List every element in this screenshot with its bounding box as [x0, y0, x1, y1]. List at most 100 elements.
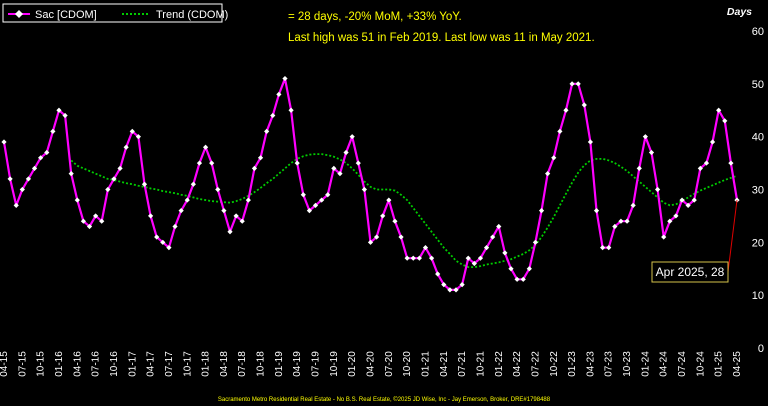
sac-point: [270, 112, 276, 119]
sac-point: [184, 197, 190, 203]
sac-point: [667, 218, 673, 224]
sac-point: [319, 197, 325, 203]
sac-point: [343, 149, 349, 156]
sac-point: [709, 139, 716, 145]
x-tick-label: 01-17: [127, 351, 138, 377]
y-tick-label: 10: [752, 290, 764, 302]
sac-point: [135, 134, 141, 140]
x-tick-label: 10-20: [402, 351, 413, 377]
sac-point: [673, 213, 679, 219]
x-tick-label: 07-15: [17, 351, 28, 377]
y-tick-label: 30: [752, 185, 764, 197]
sac-point: [239, 218, 245, 224]
x-tick-label: 07-17: [164, 351, 175, 377]
sac-point: [435, 271, 441, 277]
sac-point: [312, 202, 319, 208]
x-tick-label: 01-25: [714, 351, 725, 377]
x-tick-label: 04-19: [292, 351, 303, 377]
sac-point: [404, 255, 410, 261]
x-tick-label: 04-25: [732, 351, 743, 377]
x-tick-label: 04-17: [146, 351, 157, 377]
sac-point: [532, 239, 539, 245]
x-tick-label: 04-23: [585, 351, 596, 377]
sac-point: [44, 149, 50, 156]
sac-point: [172, 223, 178, 230]
sac-point: [593, 208, 600, 214]
sac-point: [642, 134, 648, 140]
x-tick-label: 04-18: [219, 351, 230, 377]
x-tick-label: 04-20: [366, 351, 377, 377]
sac-point: [294, 160, 300, 166]
sac-point: [160, 239, 166, 245]
sac-point: [630, 202, 636, 208]
sac-point: [386, 197, 392, 203]
sac-point: [361, 186, 367, 193]
sac-point: [606, 245, 612, 251]
sac-point: [129, 128, 135, 134]
sac-point: [618, 218, 624, 224]
sac-point: [306, 208, 313, 214]
sac-point: [233, 213, 239, 219]
sac-point: [465, 255, 471, 261]
sac-point: [276, 91, 282, 97]
sac-point: [196, 160, 203, 166]
sac-point: [447, 287, 453, 293]
x-tick-label: 07-18: [237, 351, 248, 377]
sac-point: [587, 139, 593, 145]
sac-point: [600, 245, 606, 251]
x-tick-label: 10-16: [109, 351, 120, 377]
sac-point: [166, 245, 172, 251]
sac-point: [648, 149, 655, 156]
sac-point: [520, 276, 526, 282]
sac-point: [496, 223, 502, 230]
sac-point: [331, 165, 337, 171]
sac-point: [490, 234, 496, 240]
sac-point: [31, 165, 38, 171]
callout-leader-line: [727, 200, 738, 273]
sac-point: [410, 255, 416, 261]
x-axis-ticks: 04-15 07-15 10-15 01-16 04-16 07-16 10-16 01-17…: [0, 351, 743, 377]
y-unit-label: Days: [727, 6, 752, 18]
sac-point: [215, 186, 221, 193]
x-tick-label: 10-24: [695, 351, 706, 377]
footer-credit: Sacramento Metro Residential Real Estate…: [218, 396, 551, 403]
sac-point: [679, 197, 685, 203]
y-tick-label: 0: [758, 343, 764, 355]
sac-point: [325, 192, 331, 198]
x-tick-label: 04-21: [439, 351, 450, 377]
x-tick-label: 01-19: [274, 351, 285, 377]
sac-point: [728, 160, 734, 166]
sac-point: [380, 213, 386, 219]
sac-point: [545, 171, 551, 177]
x-tick-label: 01-24: [640, 351, 651, 377]
legend-marker-sac: [15, 10, 23, 18]
sac-point: [374, 234, 380, 240]
sac-point: [349, 134, 355, 140]
x-tick-label: 10-18: [256, 351, 267, 377]
sac-point: [105, 186, 111, 193]
x-tick-label: 01-22: [494, 351, 505, 377]
sac-point: [19, 186, 25, 193]
x-tick-label: 01-21: [420, 351, 431, 377]
sac-point: [716, 107, 722, 113]
sac-point: [471, 260, 477, 267]
sac-point: [93, 213, 99, 219]
sac-point: [636, 165, 642, 171]
x-tick-label: 07-22: [530, 351, 541, 377]
sac-point: [557, 128, 563, 134]
sac-point: [563, 107, 569, 113]
sac-point: [514, 276, 520, 282]
sac-point: [508, 266, 514, 272]
callout-label: Apr 2025, 28: [656, 265, 725, 279]
trend-line: [70, 153, 738, 269]
sac-point: [551, 155, 557, 161]
sac-point: [722, 118, 728, 124]
sac-line: [2, 77, 739, 291]
legend-box: [2, 3, 223, 23]
sac-point: [7, 176, 13, 182]
sac-point: [581, 102, 587, 108]
sac-point: [221, 208, 227, 214]
sac-point: [569, 81, 575, 87]
x-tick-label: 07-24: [677, 351, 688, 377]
x-tick-label: 10-23: [622, 351, 633, 377]
